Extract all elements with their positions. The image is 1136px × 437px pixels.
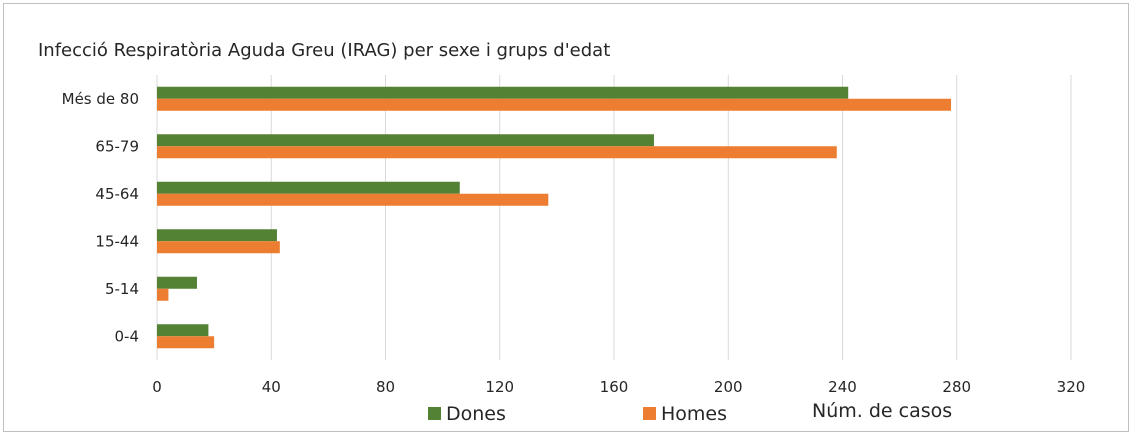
x-axis-label: Núm. de casos — [812, 400, 952, 422]
legend: Dones Homes — [428, 403, 727, 425]
gridlines — [156, 75, 1072, 360]
bar-homes-més-de-80 — [157, 98, 952, 111]
x-tick-label: 120 — [485, 378, 514, 396]
bar-homes-45-64 — [157, 193, 549, 206]
x-tick-label: 0 — [152, 378, 162, 396]
bar-homes-15-44 — [157, 241, 280, 254]
legend-label-homes: Homes — [661, 403, 727, 425]
x-tick-label: 80 — [376, 378, 395, 396]
x-tick-label: 320 — [1057, 378, 1086, 396]
bar-dones-més-de-80 — [157, 86, 849, 99]
x-tick-labels: 0 40 80 120 160 200 240 280 320 — [152, 378, 1085, 396]
category-label: Més de 80 — [62, 90, 139, 108]
legend-swatch-dones — [428, 407, 441, 420]
x-tick-label: 280 — [942, 378, 971, 396]
category-labels: Més de 80 65-79 45-64 15-44 5-14 0-4 — [62, 90, 139, 346]
bar-dones-15-44 — [157, 229, 277, 242]
bars — [157, 86, 952, 349]
legend-label-dones: Dones — [446, 403, 506, 425]
category-label: 15-44 — [95, 232, 139, 250]
bar-dones-45-64 — [157, 181, 460, 194]
bar-homes-65-79 — [157, 146, 837, 159]
x-tick-label: 240 — [828, 378, 857, 396]
category-label: 65-79 — [95, 137, 139, 155]
category-label: 0-4 — [115, 327, 140, 345]
bar-homes-0-4 — [157, 336, 215, 349]
bar-dones-65-79 — [157, 134, 654, 147]
category-label: 5-14 — [105, 280, 139, 298]
chart-title: Infecció Respiratòria Aguda Greu (IRAG) … — [38, 40, 610, 61]
chart-frame — [3, 3, 1129, 432]
category-label: 45-64 — [95, 185, 139, 203]
x-tick-label: 160 — [600, 378, 629, 396]
bar-dones-5-14 — [157, 276, 197, 289]
x-tick-label: 200 — [714, 378, 743, 396]
legend-swatch-homes — [643, 407, 656, 420]
bar-dones-0-4 — [157, 324, 209, 337]
x-tick-label: 40 — [262, 378, 281, 396]
bar-homes-5-14 — [157, 288, 169, 301]
